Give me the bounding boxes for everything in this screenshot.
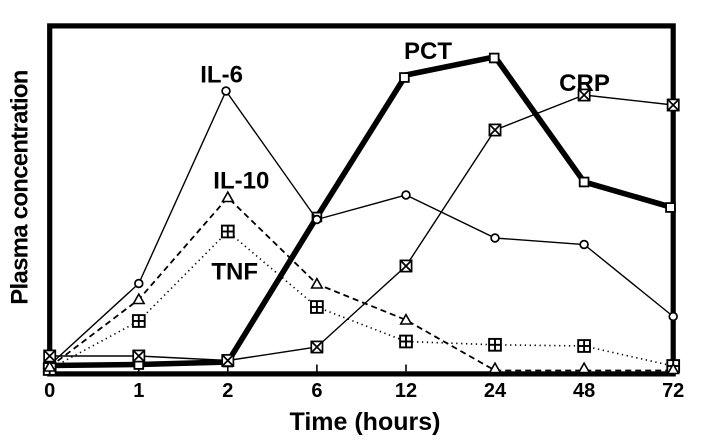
svg-text:72: 72 [662,380,684,402]
svg-text:Time (hours): Time (hours) [290,408,441,436]
svg-text:24: 24 [484,380,507,402]
svg-text:TNF: TNF [211,258,258,285]
svg-text:PCT: PCT [404,38,452,65]
svg-text:Plasma concentration: Plasma concentration [7,70,34,305]
svg-text:CRP: CRP [559,70,610,97]
svg-text:2: 2 [222,380,233,402]
svg-text:IL-10: IL-10 [213,168,269,195]
svg-text:48: 48 [573,380,595,402]
svg-text:IL-6: IL-6 [200,62,243,89]
svg-text:1: 1 [133,380,144,402]
svg-text:12: 12 [395,380,417,402]
svg-text:0: 0 [44,380,55,402]
svg-text:6: 6 [311,380,322,402]
